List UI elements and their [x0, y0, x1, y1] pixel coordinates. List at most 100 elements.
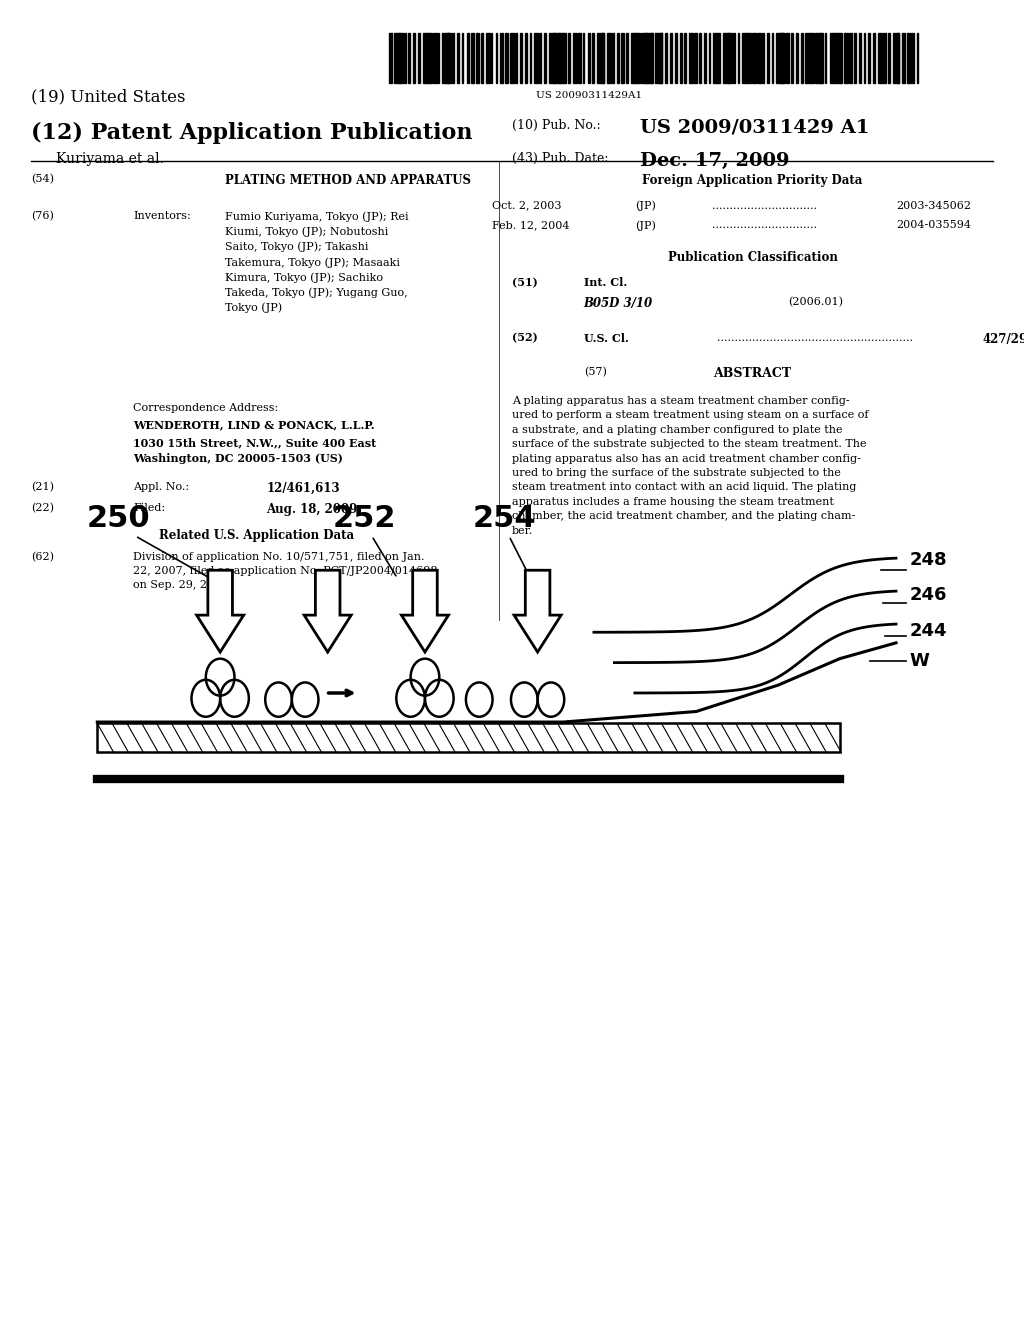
Text: Inventors:: Inventors: [133, 211, 190, 222]
Text: (JP): (JP) [635, 201, 655, 211]
Bar [868, 33, 870, 83]
Bar [742, 33, 746, 83]
Text: Kuriyama et al.: Kuriyama et al. [56, 152, 164, 166]
Text: Fumio Kuriyama, Tokyo (JP); Rei
Kiumi, Tokyo (JP); Nobutoshi
Saito, Tokyo (JP); : Fumio Kuriyama, Tokyo (JP); Rei Kiumi, T… [225, 211, 409, 313]
Text: (62): (62) [31, 552, 53, 562]
Text: Int. Cl.: Int. Cl. [584, 277, 627, 288]
Bar [496, 33, 498, 83]
Text: 2004-035594: 2004-035594 [896, 220, 971, 231]
Bar [529, 33, 531, 83]
Text: (JP): (JP) [635, 220, 655, 231]
Bar [558, 33, 562, 83]
Bar [486, 33, 490, 83]
Bar [810, 33, 814, 83]
Text: 2003-345062: 2003-345062 [896, 201, 971, 211]
Bar [897, 33, 899, 83]
Bar [728, 33, 732, 83]
Bar [709, 33, 711, 83]
Bar [680, 33, 682, 83]
Text: (57): (57) [584, 367, 606, 378]
Text: (19) United States: (19) United States [31, 88, 185, 106]
Text: (2006.01): (2006.01) [788, 297, 844, 308]
Bar [524, 33, 527, 83]
Bar [540, 33, 541, 83]
Bar [733, 33, 734, 83]
Bar [859, 33, 861, 83]
Text: WENDEROTH, LIND & PONACK, L.L.P.: WENDEROTH, LIND & PONACK, L.L.P. [133, 420, 375, 430]
Bar [660, 33, 662, 83]
Bar [655, 33, 662, 83]
Bar [835, 33, 839, 83]
Bar [578, 33, 581, 83]
Text: ........................................................: ........................................… [717, 333, 912, 343]
Text: (76): (76) [31, 211, 53, 222]
Bar [646, 33, 652, 83]
Bar [510, 33, 514, 83]
Bar [840, 33, 842, 83]
Bar [703, 33, 707, 83]
Bar [762, 33, 764, 83]
Bar [916, 33, 919, 83]
Bar [912, 33, 913, 83]
Bar [452, 33, 454, 83]
Bar [718, 33, 720, 83]
Text: US 20090311429A1: US 20090311429A1 [536, 91, 642, 100]
Text: Related U.S. Application Data: Related U.S. Application Data [159, 529, 354, 543]
Bar [563, 33, 566, 83]
Bar [433, 33, 437, 83]
Text: ..............................: .............................. [712, 220, 817, 231]
Bar [418, 33, 420, 83]
Text: (54): (54) [31, 174, 53, 185]
Text: Aug. 18, 2009: Aug. 18, 2009 [266, 503, 357, 516]
Bar [767, 33, 769, 83]
Text: 427/299: 427/299 [983, 333, 1024, 346]
Bar [829, 33, 834, 83]
Bar [631, 33, 638, 83]
Bar [791, 33, 793, 83]
Bar [863, 33, 865, 83]
Text: 254: 254 [473, 504, 537, 533]
Bar [403, 33, 407, 83]
Bar [602, 33, 604, 83]
Text: Foreign Application Priority Data: Foreign Application Priority Data [642, 174, 863, 187]
Bar [428, 33, 432, 83]
Bar [694, 33, 696, 83]
Bar [622, 33, 625, 83]
Text: U.S. Cl.: U.S. Cl. [584, 333, 629, 343]
Bar [878, 33, 882, 83]
Bar [801, 33, 803, 83]
Bar [409, 33, 411, 83]
Bar [815, 33, 821, 83]
FancyArrow shape [514, 570, 561, 652]
Bar [611, 33, 614, 83]
Text: 244: 244 [909, 622, 947, 640]
Bar [844, 33, 848, 83]
Bar [714, 33, 718, 83]
Bar [699, 33, 700, 83]
Bar [757, 33, 761, 83]
FancyArrow shape [304, 570, 351, 652]
Text: Division of application No. 10/571,751, filed on Jan.
22, 2007, filed as applica: Division of application No. 10/571,751, … [133, 552, 437, 590]
Bar [593, 33, 594, 83]
FancyArrow shape [197, 570, 244, 652]
Bar [907, 33, 911, 83]
Bar [636, 33, 640, 83]
Bar [675, 33, 678, 83]
Text: B05D 3/10: B05D 3/10 [584, 297, 653, 310]
Bar [442, 33, 449, 83]
Bar [873, 33, 874, 83]
Bar [437, 33, 439, 83]
Bar [748, 33, 752, 83]
Bar [467, 33, 469, 83]
Bar [490, 33, 493, 83]
Bar [849, 33, 852, 83]
Bar [650, 33, 653, 83]
Text: (12) Patent Application Publication: (12) Patent Application Publication [31, 121, 472, 144]
FancyArrow shape [401, 570, 449, 652]
Bar [394, 33, 400, 83]
Bar [389, 33, 392, 83]
Bar [544, 33, 546, 83]
Text: (21): (21) [31, 482, 53, 492]
Bar [723, 33, 729, 83]
Bar [854, 33, 856, 83]
